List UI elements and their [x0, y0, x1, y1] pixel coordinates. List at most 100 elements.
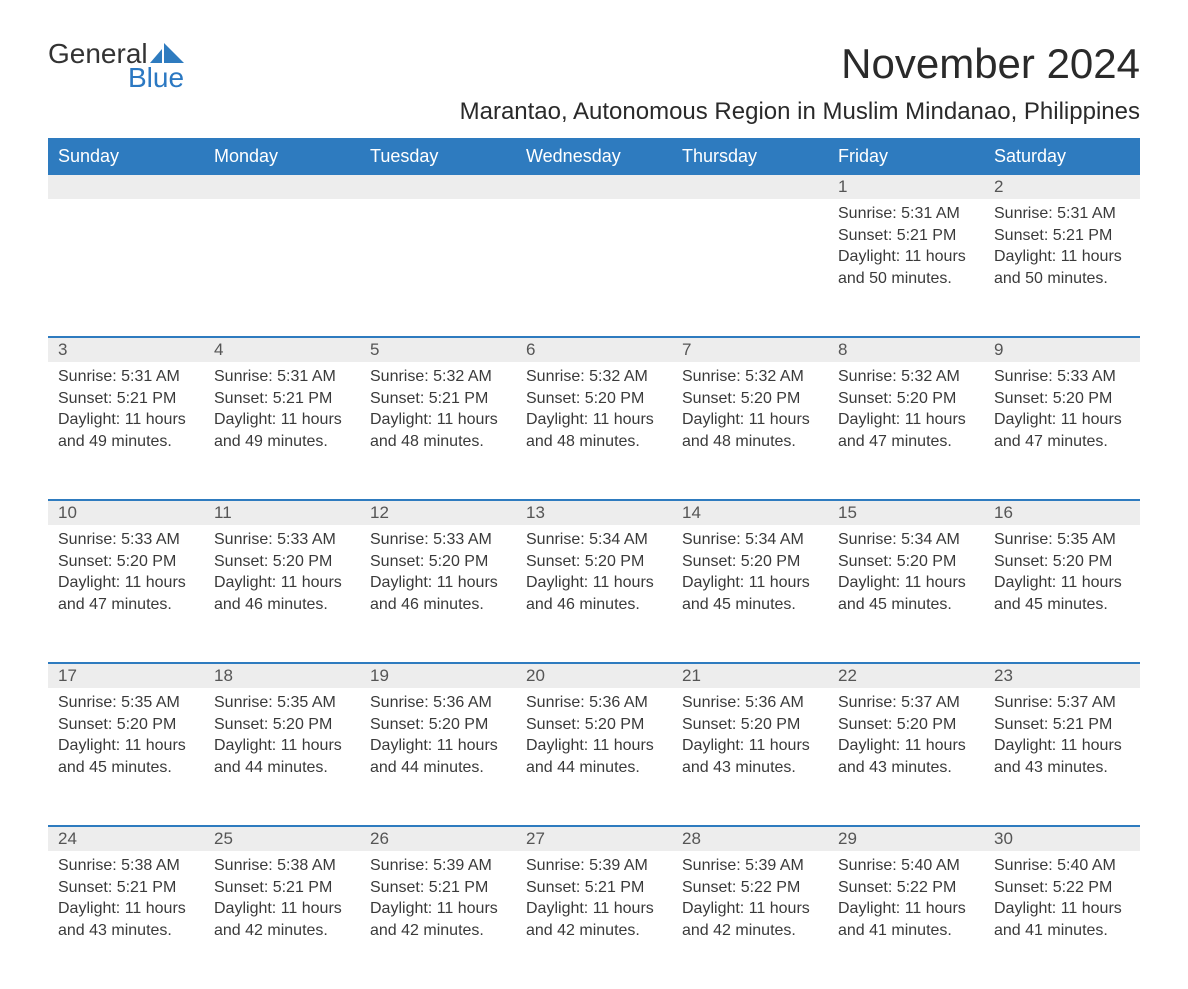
daylight-text: Daylight: 11 hours and 43 minutes.	[838, 735, 974, 778]
day-content-cell: Sunrise: 5:34 AMSunset: 5:20 PMDaylight:…	[828, 525, 984, 663]
day-number-cell: 29	[828, 826, 984, 851]
day-number-cell	[360, 174, 516, 199]
day-number: 6	[526, 340, 535, 359]
day-number-cell: 4	[204, 337, 360, 362]
day-number: 5	[370, 340, 379, 359]
daylight-text: Daylight: 11 hours and 48 minutes.	[682, 409, 818, 452]
daylight-text: Daylight: 11 hours and 42 minutes.	[214, 898, 350, 941]
sunset-text: Sunset: 5:20 PM	[58, 551, 194, 573]
sunset-text: Sunset: 5:20 PM	[58, 714, 194, 736]
day-number: 15	[838, 503, 857, 522]
day-number: 12	[370, 503, 389, 522]
day-number-cell: 11	[204, 500, 360, 525]
sunset-text: Sunset: 5:21 PM	[370, 877, 506, 899]
day-number: 24	[58, 829, 77, 848]
sunset-text: Sunset: 5:21 PM	[994, 714, 1130, 736]
sunset-text: Sunset: 5:21 PM	[526, 877, 662, 899]
sunrise-text: Sunrise: 5:39 AM	[370, 855, 506, 877]
sunset-text: Sunset: 5:21 PM	[214, 388, 350, 410]
day-number: 19	[370, 666, 389, 685]
day-content-cell: Sunrise: 5:32 AMSunset: 5:20 PMDaylight:…	[828, 362, 984, 500]
sunrise-text: Sunrise: 5:33 AM	[58, 529, 194, 551]
day-number-cell: 7	[672, 337, 828, 362]
day-number-cell: 21	[672, 663, 828, 688]
week-daynum-row: 3456789	[48, 337, 1140, 362]
daylight-text: Daylight: 11 hours and 41 minutes.	[838, 898, 974, 941]
day-content-cell: Sunrise: 5:32 AMSunset: 5:20 PMDaylight:…	[672, 362, 828, 500]
day-number-cell: 20	[516, 663, 672, 688]
day-number: 30	[994, 829, 1013, 848]
sunrise-text: Sunrise: 5:33 AM	[994, 366, 1130, 388]
day-content-cell: Sunrise: 5:34 AMSunset: 5:20 PMDaylight:…	[672, 525, 828, 663]
sunrise-text: Sunrise: 5:31 AM	[994, 203, 1130, 225]
day-number: 11	[214, 503, 232, 522]
day-number: 16	[994, 503, 1013, 522]
week-daynum-row: 10111213141516	[48, 500, 1140, 525]
day-number-cell: 17	[48, 663, 204, 688]
daylight-text: Daylight: 11 hours and 50 minutes.	[994, 246, 1130, 289]
day-number-cell: 10	[48, 500, 204, 525]
day-content-cell: Sunrise: 5:39 AMSunset: 5:21 PMDaylight:…	[516, 851, 672, 989]
day-content-cell: Sunrise: 5:33 AMSunset: 5:20 PMDaylight:…	[48, 525, 204, 663]
daylight-text: Daylight: 11 hours and 42 minutes.	[370, 898, 506, 941]
day-number-cell: 18	[204, 663, 360, 688]
sunset-text: Sunset: 5:20 PM	[682, 714, 818, 736]
day-content-cell: Sunrise: 5:33 AMSunset: 5:20 PMDaylight:…	[360, 525, 516, 663]
sunrise-text: Sunrise: 5:36 AM	[526, 692, 662, 714]
week-daynum-row: 24252627282930	[48, 826, 1140, 851]
day-number-cell: 19	[360, 663, 516, 688]
day-number-cell: 12	[360, 500, 516, 525]
day-number: 26	[370, 829, 389, 848]
day-number: 17	[58, 666, 77, 685]
sunrise-text: Sunrise: 5:32 AM	[838, 366, 974, 388]
day-content-cell: Sunrise: 5:38 AMSunset: 5:21 PMDaylight:…	[204, 851, 360, 989]
day-content-cell: Sunrise: 5:33 AMSunset: 5:20 PMDaylight:…	[204, 525, 360, 663]
weekday-header-row: SundayMondayTuesdayWednesdayThursdayFrid…	[48, 139, 1140, 174]
sunrise-text: Sunrise: 5:40 AM	[838, 855, 974, 877]
page-title: November 2024	[841, 40, 1140, 88]
day-number-cell: 26	[360, 826, 516, 851]
sunrise-text: Sunrise: 5:38 AM	[214, 855, 350, 877]
daylight-text: Daylight: 11 hours and 44 minutes.	[214, 735, 350, 778]
day-number: 18	[214, 666, 233, 685]
sunset-text: Sunset: 5:20 PM	[838, 551, 974, 573]
day-number-cell: 25	[204, 826, 360, 851]
week-content-row: Sunrise: 5:31 AMSunset: 5:21 PMDaylight:…	[48, 199, 1140, 337]
sunrise-text: Sunrise: 5:39 AM	[526, 855, 662, 877]
sunrise-text: Sunrise: 5:37 AM	[994, 692, 1130, 714]
day-number: 28	[682, 829, 701, 848]
day-content-cell: Sunrise: 5:33 AMSunset: 5:20 PMDaylight:…	[984, 362, 1140, 500]
daylight-text: Daylight: 11 hours and 46 minutes.	[214, 572, 350, 615]
day-content-cell	[516, 199, 672, 337]
sunrise-text: Sunrise: 5:31 AM	[58, 366, 194, 388]
sunrise-text: Sunrise: 5:32 AM	[370, 366, 506, 388]
day-number: 1	[838, 177, 847, 196]
weekday-header: Tuesday	[360, 139, 516, 174]
sunset-text: Sunset: 5:20 PM	[994, 388, 1130, 410]
day-number: 13	[526, 503, 545, 522]
sunset-text: Sunset: 5:20 PM	[214, 714, 350, 736]
sunrise-text: Sunrise: 5:36 AM	[682, 692, 818, 714]
day-number-cell: 6	[516, 337, 672, 362]
day-number: 8	[838, 340, 847, 359]
day-number-cell: 2	[984, 174, 1140, 199]
day-number: 22	[838, 666, 857, 685]
sunset-text: Sunset: 5:20 PM	[838, 714, 974, 736]
daylight-text: Daylight: 11 hours and 42 minutes.	[526, 898, 662, 941]
sunset-text: Sunset: 5:22 PM	[994, 877, 1130, 899]
sunrise-text: Sunrise: 5:35 AM	[214, 692, 350, 714]
day-content-cell: Sunrise: 5:35 AMSunset: 5:20 PMDaylight:…	[204, 688, 360, 826]
daylight-text: Daylight: 11 hours and 43 minutes.	[682, 735, 818, 778]
logo-text-blue: Blue	[128, 64, 184, 92]
sunrise-text: Sunrise: 5:32 AM	[526, 366, 662, 388]
day-number-cell: 9	[984, 337, 1140, 362]
day-number-cell	[48, 174, 204, 199]
day-number: 23	[994, 666, 1013, 685]
sunrise-text: Sunrise: 5:37 AM	[838, 692, 974, 714]
sunset-text: Sunset: 5:20 PM	[370, 714, 506, 736]
sunset-text: Sunset: 5:20 PM	[526, 714, 662, 736]
day-content-cell	[204, 199, 360, 337]
day-content-cell: Sunrise: 5:31 AMSunset: 5:21 PMDaylight:…	[204, 362, 360, 500]
day-number: 4	[214, 340, 223, 359]
day-content-cell: Sunrise: 5:31 AMSunset: 5:21 PMDaylight:…	[48, 362, 204, 500]
